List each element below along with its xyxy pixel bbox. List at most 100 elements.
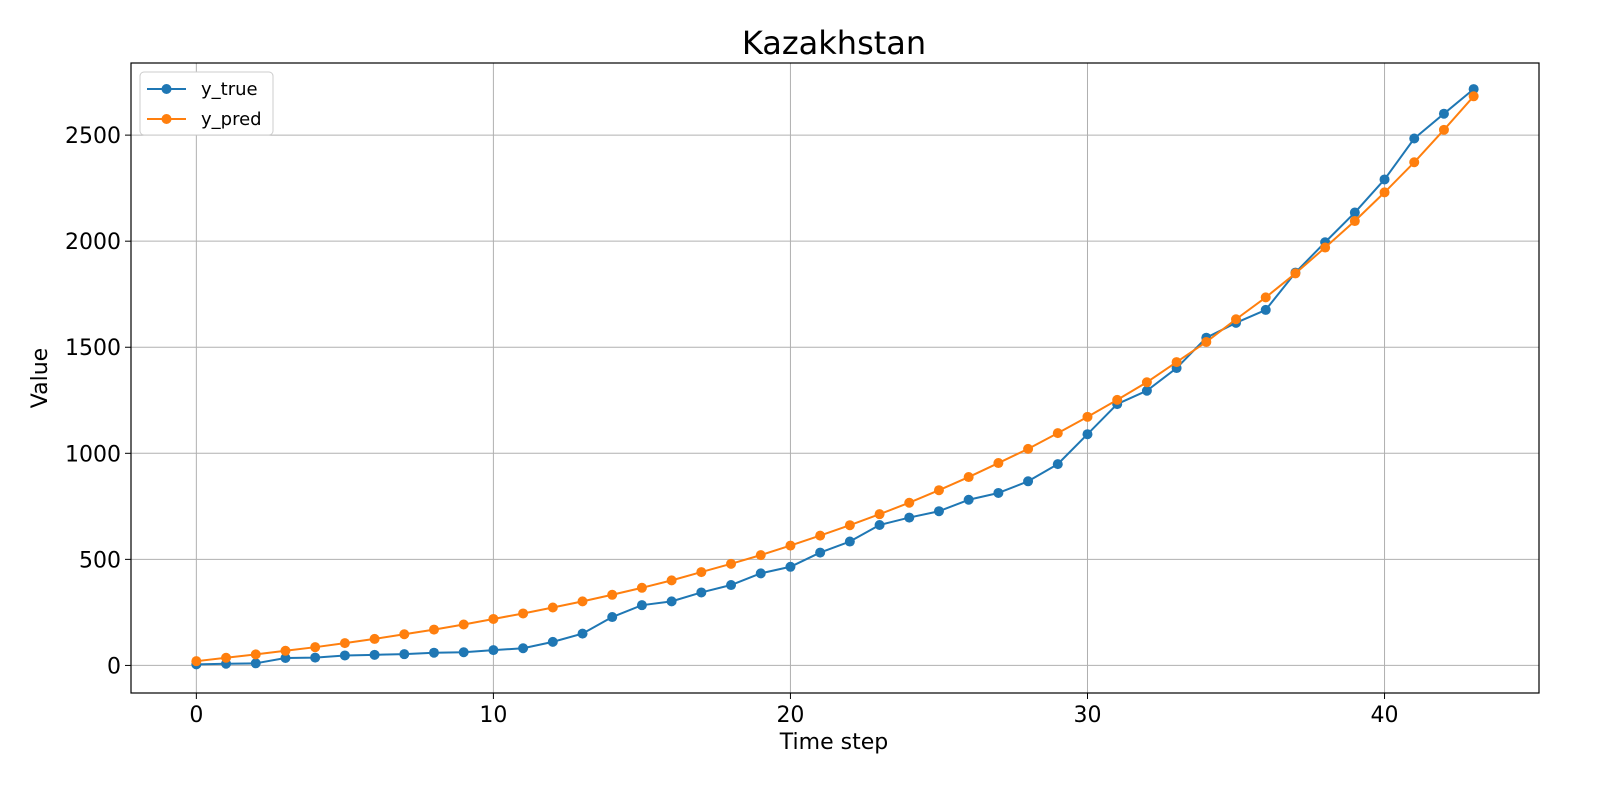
legend-label-y_true: y_true	[201, 79, 258, 100]
data-point-y_true	[696, 587, 707, 598]
data-point-y_true	[904, 512, 915, 523]
y-tick-label: 2500	[65, 124, 121, 149]
x-tick-label: 10	[479, 703, 507, 728]
data-point-y_true	[577, 628, 588, 639]
data-point-y_true	[1082, 429, 1093, 440]
chart-title: Kazakhstan	[742, 24, 926, 62]
data-point-y_true	[726, 580, 737, 591]
grid-lines	[131, 63, 1539, 693]
data-point-y_true	[933, 506, 944, 517]
data-point-y_pred	[250, 649, 261, 660]
data-point-y_pred	[1468, 91, 1479, 102]
data-point-y_true	[310, 652, 321, 663]
data-point-y_true	[844, 536, 855, 547]
legend-marker-y_pred	[161, 114, 172, 124]
data-point-y_pred	[726, 558, 737, 569]
data-point-y_true	[1052, 459, 1063, 470]
data-point-y_true	[607, 612, 618, 623]
data-point-y_true	[874, 520, 885, 530]
y-axis-ticks: 0 500 1000 1500 2000 2500	[65, 124, 131, 679]
data-point-y_pred	[280, 645, 291, 656]
series-layer	[191, 84, 1479, 670]
y-axis-label: Value	[28, 348, 53, 408]
data-point-y_true	[369, 649, 380, 660]
data-point-y_pred	[577, 596, 588, 607]
data-point-y_pred	[399, 629, 410, 640]
y-tick-label: 1000	[65, 442, 121, 467]
data-point-y_true	[1349, 207, 1360, 218]
data-point-y_pred	[1290, 268, 1301, 279]
x-axis-ticks: 0 10 20 30 40	[189, 693, 1399, 728]
x-tick-label: 30	[1073, 703, 1101, 728]
data-point-y_pred	[1409, 157, 1420, 168]
data-point-y_true	[280, 653, 291, 663]
legend-label-y_pred: y_pred	[201, 109, 262, 130]
data-point-y_true	[1260, 304, 1271, 315]
series-y_pred	[191, 91, 1479, 667]
y-tick-label: 1500	[65, 336, 121, 361]
data-point-y_pred	[1082, 411, 1093, 422]
data-point-y_pred	[1112, 394, 1123, 405]
data-point-y_true	[518, 643, 529, 654]
data-point-y_pred	[1349, 216, 1360, 227]
plot-frame	[130, 62, 1540, 694]
data-point-y_pred	[1231, 314, 1242, 325]
data-point-y_pred	[963, 472, 974, 483]
data-point-y_pred	[369, 633, 380, 644]
data-point-y_pred	[904, 497, 915, 508]
y-tick-label: 2000	[65, 230, 121, 255]
data-point-y_true	[1438, 108, 1449, 119]
data-point-y_true	[1141, 385, 1152, 396]
data-point-y_true	[993, 487, 1004, 498]
data-point-y_pred	[1260, 292, 1271, 303]
data-point-y_true	[458, 647, 469, 658]
data-point-y_pred	[1052, 428, 1063, 439]
x-tick-label: 40	[1371, 703, 1399, 728]
data-point-y_true	[547, 636, 558, 647]
data-point-y_pred	[1379, 187, 1390, 198]
data-point-y_pred	[1023, 443, 1034, 454]
data-point-y_true	[1379, 174, 1390, 185]
data-point-y_pred	[1438, 124, 1449, 135]
data-point-y_true	[339, 650, 350, 661]
data-point-y_true	[250, 658, 261, 669]
x-axis-label: Time step	[779, 730, 888, 755]
data-point-y_true	[785, 561, 796, 572]
data-point-y_pred	[458, 619, 469, 630]
data-point-y_pred	[607, 589, 618, 600]
data-point-y_pred	[1141, 377, 1152, 388]
data-point-y_pred	[428, 624, 439, 635]
legend: y_true y_pred	[139, 71, 274, 136]
data-point-y_pred	[547, 602, 558, 613]
data-point-y_true	[1023, 476, 1034, 487]
data-point-y_pred	[785, 540, 796, 551]
data-point-y_pred	[666, 575, 677, 586]
data-point-y_pred	[191, 656, 202, 667]
data-point-y_pred	[339, 638, 350, 649]
data-point-y_true	[1409, 133, 1420, 144]
legend-marker-y_true	[161, 84, 172, 94]
x-tick-label: 0	[189, 703, 203, 728]
data-point-y_pred	[696, 567, 707, 578]
data-point-y_pred	[221, 652, 232, 663]
data-point-y_pred	[1201, 336, 1212, 347]
y-tick-label: 0	[107, 654, 121, 679]
data-point-y_true	[755, 568, 766, 579]
data-point-y_pred	[1320, 242, 1331, 253]
data-point-y_true	[666, 596, 677, 607]
data-point-y_true	[1468, 84, 1479, 95]
y-tick-label: 500	[79, 548, 121, 573]
data-point-y_true	[963, 494, 974, 505]
data-point-y_pred	[815, 530, 826, 541]
data-point-y_pred	[755, 550, 766, 561]
data-point-y_true	[815, 547, 826, 558]
data-point-y_pred	[488, 613, 499, 624]
data-point-y_true	[636, 600, 647, 611]
data-point-y_pred	[933, 485, 944, 496]
data-point-y_pred	[844, 520, 855, 531]
data-point-y_true	[488, 645, 499, 656]
data-point-y_pred	[310, 642, 321, 653]
x-tick-label: 20	[776, 703, 804, 728]
data-point-y_pred	[636, 582, 647, 593]
